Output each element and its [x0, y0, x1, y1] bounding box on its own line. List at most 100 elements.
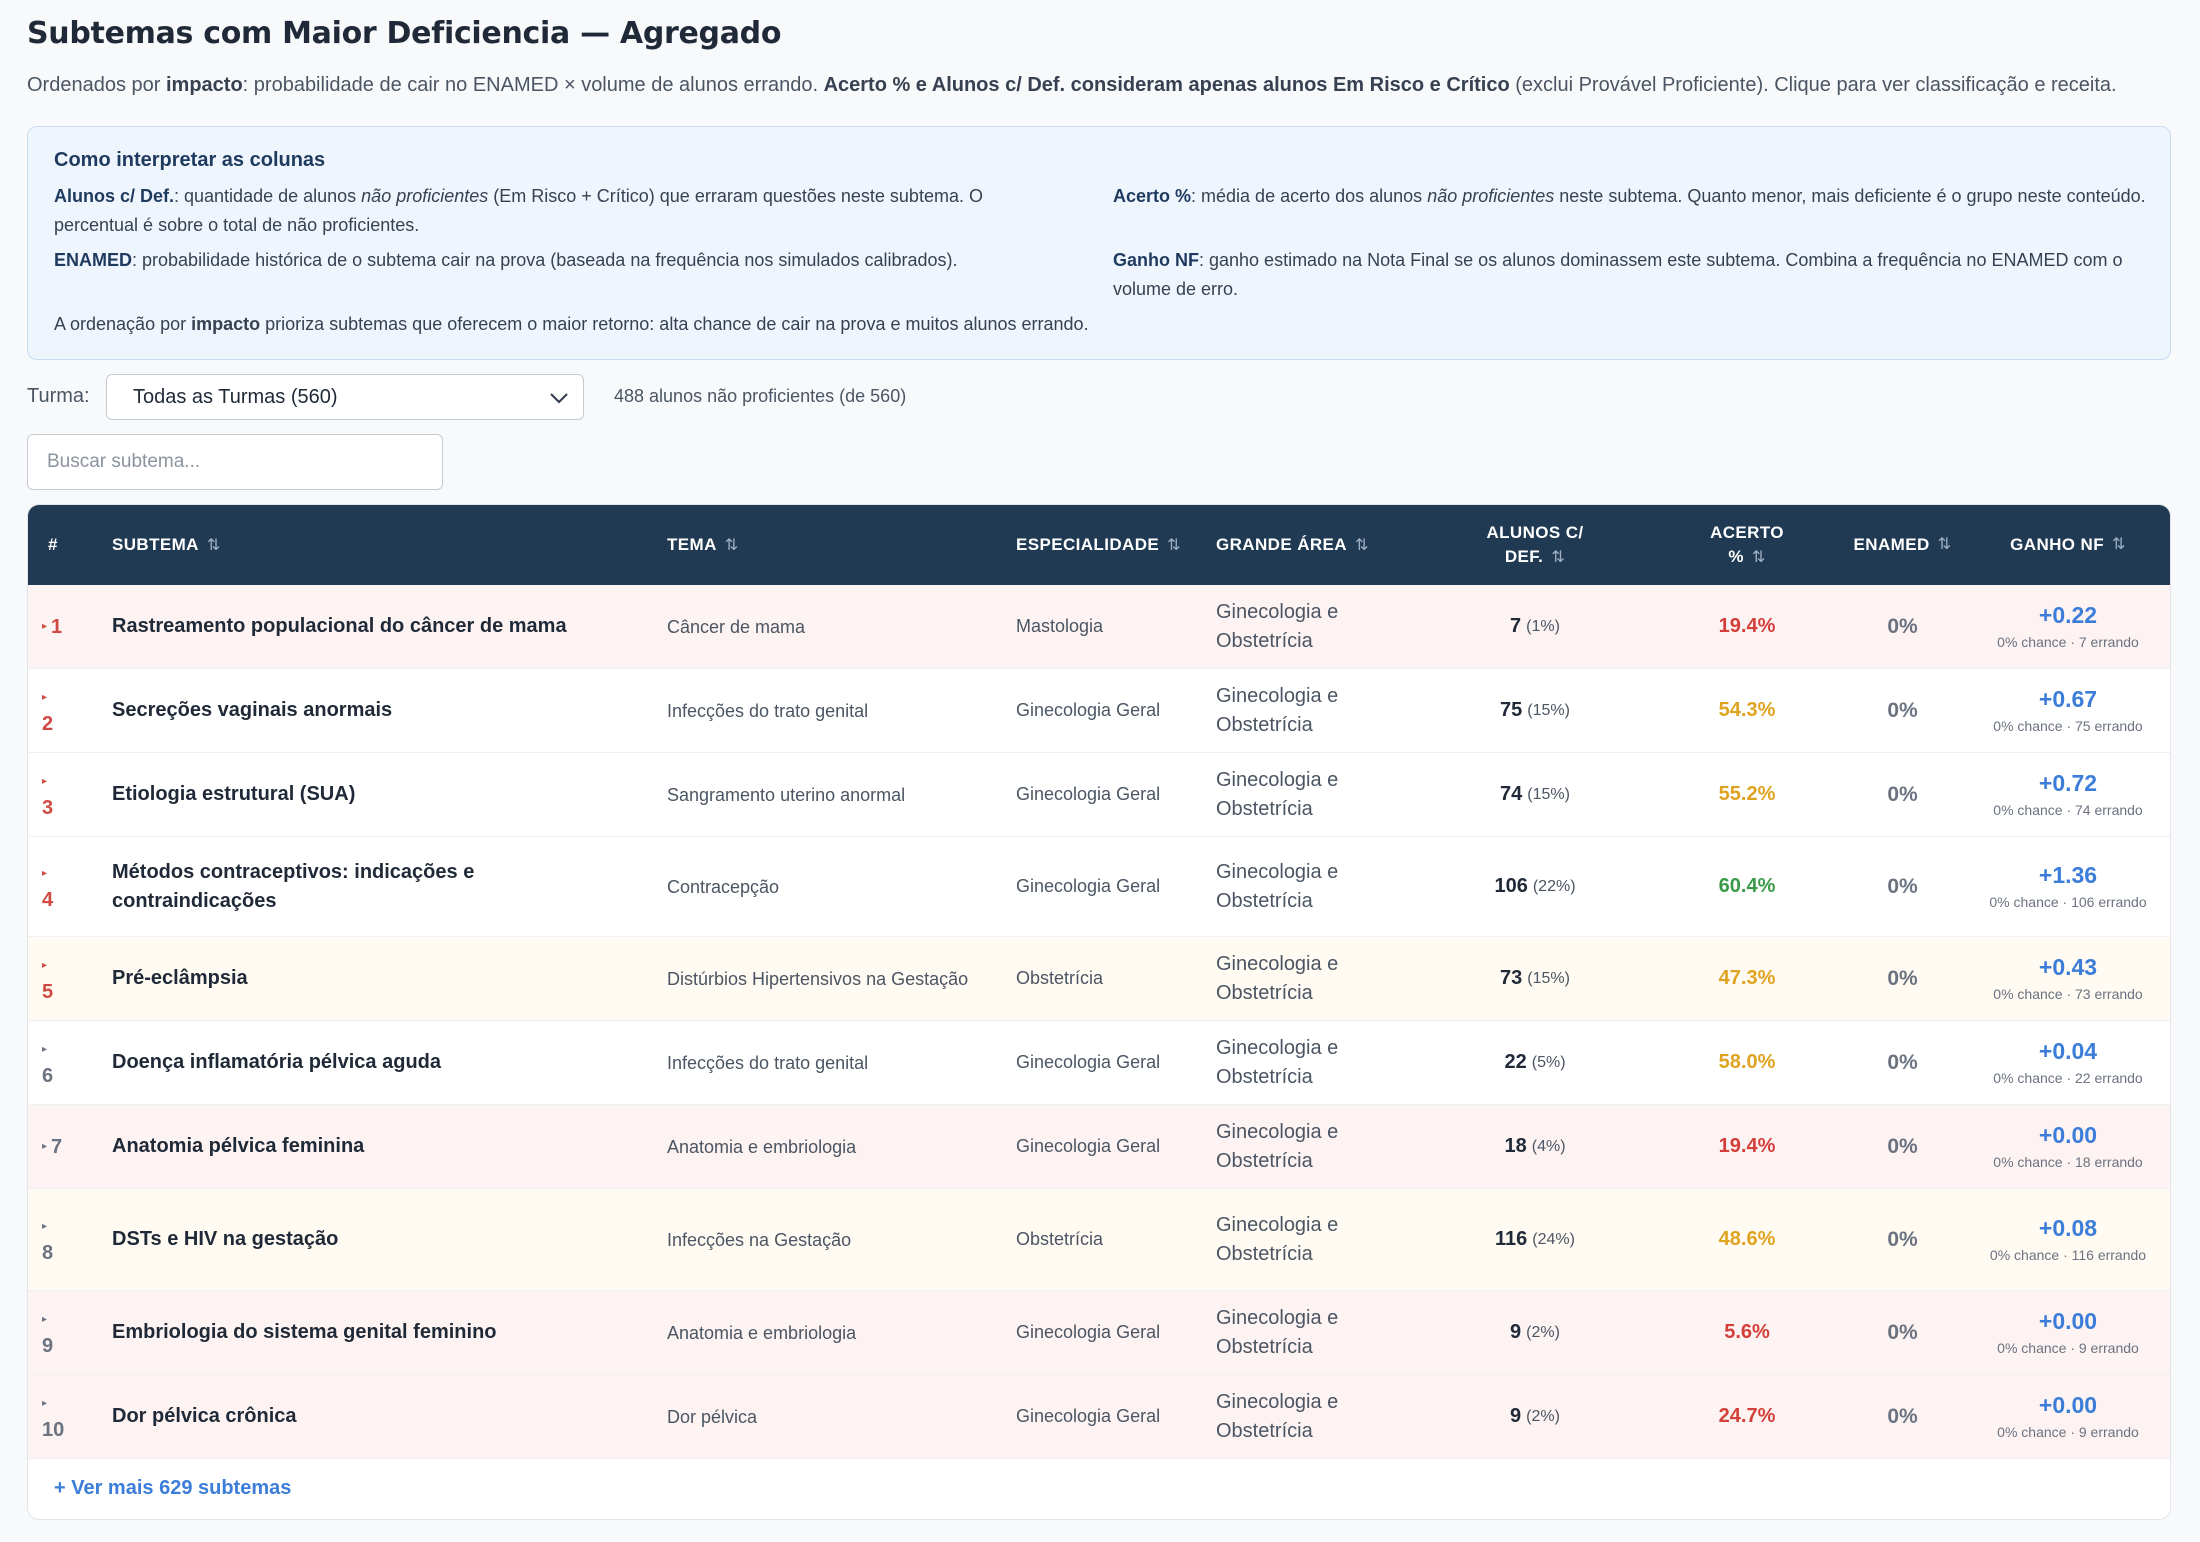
row-ganho: +0.00 0% chance · 9 errando	[1983, 1375, 2153, 1458]
table-row[interactable]: ▸ 10 Dor pélvica crônica Dor pélvica Ginecol…	[28, 1375, 2170, 1459]
expand-caret-icon[interactable]: ▸	[42, 867, 48, 879]
sort-icon: ⇅	[2112, 536, 2126, 553]
row-rank: ▸ 6	[42, 1021, 98, 1104]
col-header-grande-area[interactable]: GRANDE ÁREA ⇅	[1216, 505, 1369, 585]
row-especialidade: Ginecologia Geral	[1016, 1052, 1161, 1072]
col-header-ganho[interactable]: GANHO NF ⇅	[1983, 505, 2153, 585]
row-subtema: Rastreamento populacional do câncer de m…	[112, 615, 567, 637]
row-alunos: 9 (2%)	[1449, 1375, 1621, 1458]
row-subtema: Métodos contraceptivos: indicações e con…	[112, 860, 475, 912]
row-acerto: 19.4%	[1718, 1135, 1776, 1157]
expand-caret-icon[interactable]: ▸	[42, 1043, 48, 1055]
table-row[interactable]: ▸ 3 Etiologia estrutural (SUA) Sangramento …	[28, 753, 2170, 837]
row-rank: ▸ 2	[42, 669, 98, 752]
row-grande-area: Ginecologia e Obstetrícia	[1216, 952, 1339, 1004]
col-header-acerto[interactable]: ACERTO% ⇅	[1666, 505, 1828, 585]
table-row[interactable]: ▸ 5 Pré-eclâmpsia Distúrbios Hipertensivos …	[28, 937, 2170, 1021]
alunos-count: 73	[1500, 967, 1523, 989]
rank-number: 8	[42, 1241, 54, 1264]
col-header-tema[interactable]: TEMA ⇅	[667, 505, 739, 585]
row-acerto: 47.3%	[1718, 967, 1776, 989]
row-acerto: 48.6%	[1718, 1228, 1776, 1250]
col-header-label: ESPECIALIDADE	[1016, 535, 1160, 554]
col-header-label: GANHO NF	[2010, 535, 2105, 554]
row-enamed: 0%	[1887, 614, 1918, 638]
subtemas-table: # SUBTEMA ⇅ TEMA ⇅ ESPECIALIDADE ⇅ GRANDE Á…	[27, 504, 2171, 1520]
expand-caret-icon[interactable]: ▸	[42, 691, 48, 703]
table-row[interactable]: ▸ 1 Rastreamento populacional do câncer de…	[28, 585, 2170, 669]
col-header-rank[interactable]: #	[48, 505, 58, 585]
table-row[interactable]: ▸ 4 Métodos contraceptivos: indicações e c…	[28, 837, 2170, 937]
legend-text: A ordenação por	[54, 314, 192, 334]
row-ganho: +0.22 0% chance · 7 errando	[1983, 585, 2153, 668]
row-especialidade: Ginecologia Geral	[1016, 784, 1161, 804]
expand-caret-icon[interactable]: ▸	[42, 1140, 48, 1152]
row-especialidade: Mastologia	[1016, 616, 1104, 636]
col-header-label: ALUNOS C/	[1486, 522, 1584, 542]
alunos-count: 106	[1494, 875, 1528, 897]
page-subtitle: Ordenados por impacto: probabilidade de …	[27, 74, 2171, 97]
turma-filter-label: Turma:	[27, 385, 90, 407]
sort-icon: ⇅	[1937, 536, 1952, 553]
rank-number: 10	[42, 1418, 65, 1441]
ganho-value: +0.72	[2038, 770, 2098, 796]
turma-select[interactable]: Todas as Turmas (560)	[106, 374, 584, 420]
row-enamed: 0%	[1887, 1320, 1918, 1344]
ganho-detail: 0% chance · 9 errando	[1997, 1340, 2139, 1356]
expand-caret-icon[interactable]: ▸	[42, 1220, 48, 1232]
table-row[interactable]: ▸ 7 Anatomia pélvica feminina Anatomia e em…	[28, 1105, 2170, 1189]
table-row[interactable]: ▸ 2 Secreções vaginais anormais Infecções d…	[28, 669, 2170, 753]
legend-ganho: Ganho NF: ganho estimado na Nota Final s…	[1113, 246, 2153, 304]
rank-number: 2	[42, 712, 54, 735]
sort-icon: ⇅	[1751, 548, 1766, 566]
subtitle-bold: impacto	[165, 74, 243, 96]
row-alunos: 9 (2%)	[1449, 1291, 1621, 1374]
row-enamed: 0%	[1887, 698, 1918, 722]
col-header-subtema[interactable]: SUBTEMA ⇅	[112, 505, 221, 585]
expand-caret-icon[interactable]: ▸	[42, 1397, 48, 1409]
expand-caret-icon[interactable]: ▸	[42, 1313, 48, 1325]
alunos-percent: (5%)	[1531, 1053, 1566, 1071]
subtitle-text: Ordenados por	[27, 74, 166, 96]
search-input[interactable]	[27, 434, 443, 490]
legend-text: : quantidade de alunos	[174, 186, 362, 206]
row-especialidade: Ginecologia Geral	[1016, 1136, 1161, 1156]
row-rank: ▸ 1	[42, 585, 98, 668]
col-header-enamed[interactable]: ENAMED ⇅	[1840, 505, 1965, 585]
rank-number: 9	[42, 1334, 54, 1357]
alunos-percent: (24%)	[1532, 1230, 1575, 1248]
table-row[interactable]: ▸ 9 Embriologia do sistema genital feminin…	[28, 1291, 2170, 1375]
row-tema: Infecções na Gestação	[667, 1229, 852, 1250]
col-header-label: SUBTEMA	[112, 535, 199, 554]
ganho-detail: 0% chance · 116 errando	[1989, 1247, 2147, 1263]
table-row[interactable]: ▸ 8 DSTs e HIV na gestação Infecções na Ges…	[28, 1189, 2170, 1291]
row-alunos: 74 (15%)	[1449, 753, 1621, 836]
rank-number: 4	[42, 888, 54, 911]
legend-emphasis: não proficientes	[1427, 186, 1555, 206]
row-alunos: 116 (24%)	[1449, 1189, 1621, 1290]
page-title: Subtemas com Maior Deficiencia — Agregad…	[27, 16, 782, 51]
column-legend-box: Como interpretar as colunas Alunos c/ De…	[27, 126, 2171, 360]
row-enamed: 0%	[1887, 966, 1918, 990]
row-alunos: 22 (5%)	[1449, 1021, 1621, 1104]
col-header-label: GRANDE ÁREA	[1216, 535, 1347, 554]
alunos-count: 9	[1510, 1321, 1522, 1343]
alunos-percent: (2%)	[1526, 1323, 1560, 1341]
row-rank: ▸ 9	[42, 1291, 98, 1374]
row-subtema: Doença inflamatória pélvica aguda	[112, 1051, 441, 1073]
col-header-especialidade[interactable]: ESPECIALIDADE ⇅	[1016, 505, 1181, 585]
alunos-percent: (4%)	[1531, 1137, 1566, 1155]
alunos-count: 75	[1500, 699, 1523, 721]
legend-text: : média de acerto dos alunos	[1191, 186, 1428, 206]
see-more-link[interactable]: + Ver mais 629 subtemas	[54, 1477, 292, 1499]
expand-caret-icon[interactable]: ▸	[42, 620, 48, 632]
expand-caret-icon[interactable]: ▸	[42, 959, 48, 971]
row-especialidade: Obstetrícia	[1016, 1229, 1104, 1249]
legend-title: Como interpretar as colunas	[54, 149, 326, 171]
col-header-alunos[interactable]: ALUNOS C/DEF. ⇅	[1449, 505, 1621, 585]
table-row[interactable]: ▸ 6 Doença inflamatória pélvica aguda Infec…	[28, 1021, 2170, 1105]
ganho-value: +0.43	[2038, 954, 2098, 980]
row-acerto: 5.6%	[1724, 1321, 1770, 1343]
row-tema: Câncer de mama	[667, 616, 806, 637]
expand-caret-icon[interactable]: ▸	[42, 775, 48, 787]
